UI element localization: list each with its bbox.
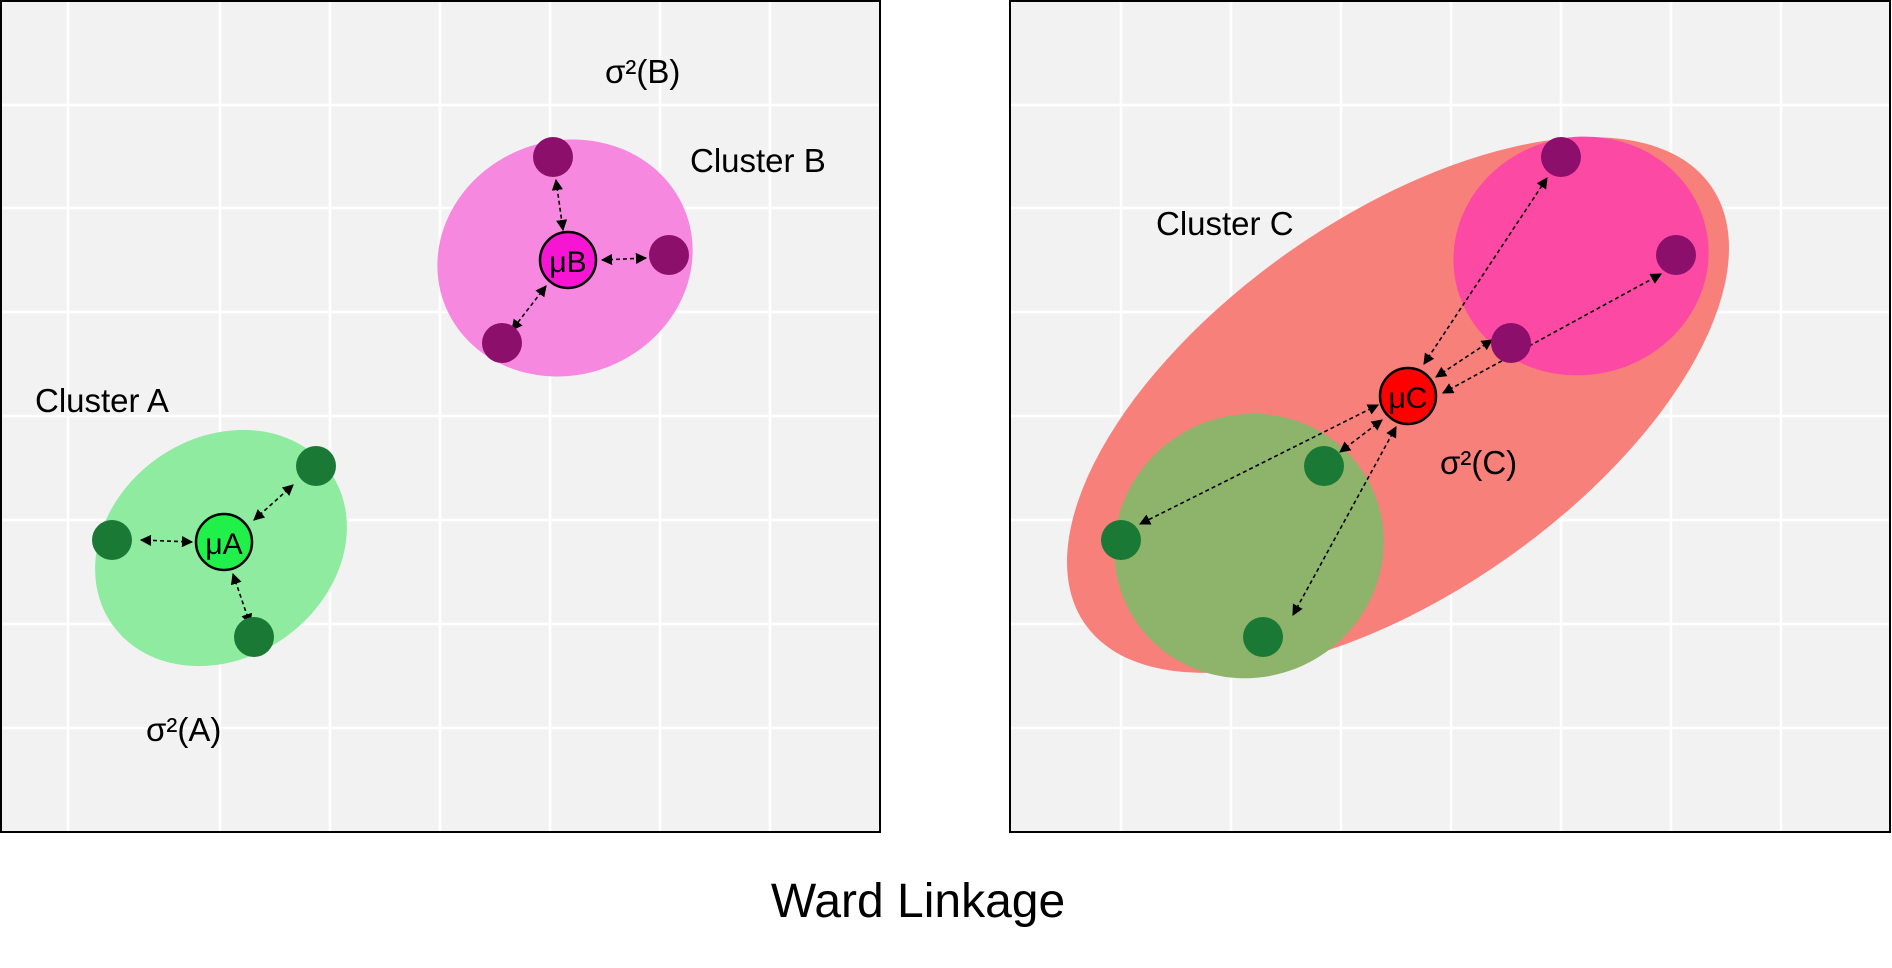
cluster-a-links bbox=[139, 484, 294, 626]
centroid-c bbox=[1378, 366, 1438, 426]
cluster-c-point-a bbox=[1101, 520, 1141, 560]
cluster-a-point bbox=[296, 446, 336, 486]
cluster-c: μC Cluster C σ²(C) bbox=[1067, 136, 1729, 679]
cluster-b-variance: σ²(B) bbox=[605, 53, 680, 90]
right-panel: μC Cluster C σ²(C) bbox=[1009, 0, 1891, 833]
centroid-a-label: μA bbox=[205, 528, 242, 561]
cluster-b-point bbox=[533, 137, 573, 177]
cluster-b-point bbox=[649, 235, 689, 275]
cluster-c-point-a bbox=[1304, 446, 1344, 486]
centroid-a bbox=[194, 512, 254, 572]
cluster-a-variance: σ²(A) bbox=[146, 711, 221, 748]
cluster-c-point-b bbox=[1656, 235, 1696, 275]
cluster-c-links bbox=[1138, 177, 1662, 616]
cluster-c-label: Cluster C bbox=[1156, 205, 1294, 242]
cluster-b: μB Cluster B σ²(B) bbox=[437, 53, 826, 377]
centroid-b-label: μB bbox=[549, 246, 586, 279]
cluster-a-point bbox=[234, 617, 274, 657]
cluster-b-links bbox=[511, 178, 648, 331]
cluster-c-variance: σ²(C) bbox=[1440, 444, 1517, 481]
centroid-c-label: μC bbox=[1389, 382, 1428, 415]
cluster-c-point-b bbox=[1491, 323, 1531, 363]
cluster-a: μA Cluster A σ²(A) bbox=[35, 382, 347, 748]
cluster-a-label: Cluster A bbox=[35, 382, 169, 419]
centroid-b bbox=[538, 230, 598, 290]
cluster-a-point bbox=[92, 520, 132, 560]
cluster-c-point-b bbox=[1541, 137, 1581, 177]
left-panel: μA Cluster A σ²(A) μB Cluster B σ²(B) bbox=[0, 0, 881, 833]
diagram-caption: Ward Linkage bbox=[771, 875, 1065, 928]
cluster-b-point bbox=[482, 323, 522, 363]
cluster-c-point-a bbox=[1243, 617, 1283, 657]
cluster-b-label: Cluster B bbox=[690, 142, 826, 179]
